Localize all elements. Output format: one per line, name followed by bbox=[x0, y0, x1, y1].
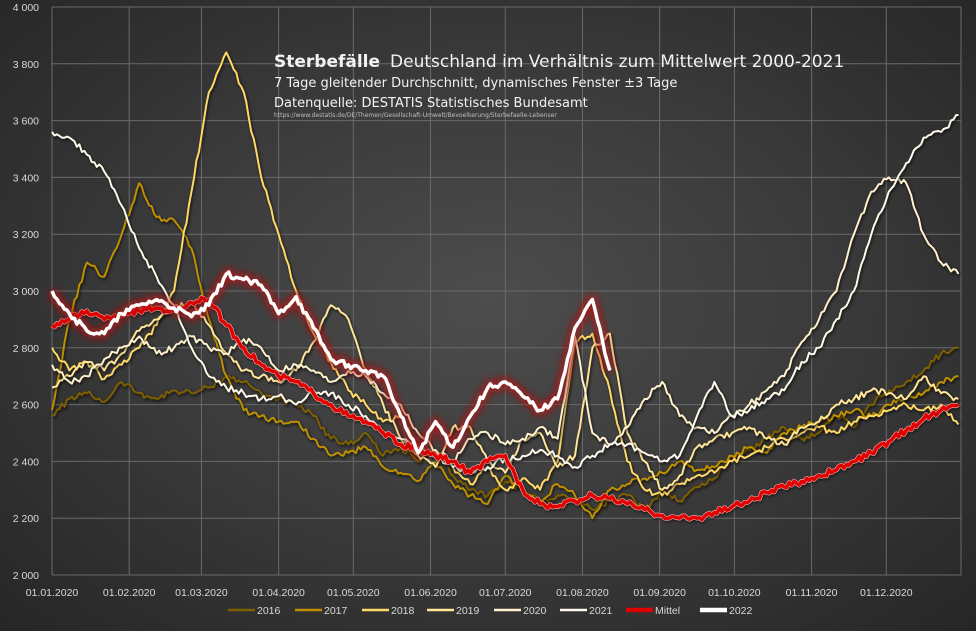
series-shadow bbox=[52, 347, 960, 514]
y-tick-label: 2 200 bbox=[13, 513, 39, 525]
chart-title: Sterbefälle Deutschland im Verhältnis zum… bbox=[274, 52, 844, 72]
legend-item-2018: 2018 bbox=[362, 605, 415, 617]
x-tick-label: 01.07.2020 bbox=[479, 587, 532, 599]
y-axis: 2 000 2 200 2 400 2 600 2 800 3 000 3 200 3 400… bbox=[13, 2, 39, 582]
series-line bbox=[51, 346, 959, 512]
y-tick-label: 2 800 bbox=[13, 343, 39, 355]
y-tick-label: 3 200 bbox=[13, 229, 39, 241]
legend-label: 2019 bbox=[456, 605, 480, 617]
legend-label: 2020 bbox=[523, 605, 547, 617]
x-tick-label: 01.11.2020 bbox=[786, 587, 838, 599]
x-tick-label: 01.02.2020 bbox=[103, 587, 156, 599]
x-tick-label: 01.03.2020 bbox=[175, 587, 228, 599]
series-group bbox=[47, 51, 961, 524]
chart-title-bold: Sterbefälle bbox=[274, 52, 380, 72]
series-line bbox=[51, 301, 959, 491]
x-tick-label: 01.01.2020 bbox=[26, 587, 79, 599]
series-line bbox=[50, 270, 612, 455]
series-shadow bbox=[51, 52, 961, 499]
x-tick-label: 01.10.2020 bbox=[708, 587, 761, 599]
x-axis: 01.01.2020 01.02.2020 01.03.2020 01.04.2020… bbox=[26, 587, 913, 599]
x-tick-label: 01.09.2020 bbox=[633, 587, 686, 599]
legend-label: 2021 bbox=[589, 605, 613, 617]
x-tick-label: 01.05.2020 bbox=[327, 587, 380, 599]
legend-item-2017: 2017 bbox=[295, 605, 348, 617]
legend-item-2016: 2016 bbox=[228, 605, 281, 617]
y-tick-label: 3 600 bbox=[13, 116, 39, 128]
series-2020 bbox=[51, 176, 961, 465]
chart-title-block: Sterbefälle Deutschland im Verhältnis zum… bbox=[274, 52, 844, 119]
legend-item-2019: 2019 bbox=[427, 605, 480, 617]
chart-subtitle: 7 Tage gleitender Durchschnitt, dynamisc… bbox=[274, 76, 677, 91]
chart-source-url: https://www.destatis.de/DE/Themen/Gesell… bbox=[274, 112, 557, 119]
y-tick-label: 4 000 bbox=[13, 2, 39, 14]
x-tick-label: 01.08.2020 bbox=[556, 587, 609, 599]
legend-item-2020: 2020 bbox=[494, 605, 547, 617]
legend-item-2021: 2021 bbox=[560, 605, 613, 617]
series-glow bbox=[47, 267, 615, 458]
series-line bbox=[50, 295, 960, 522]
y-tick-label: 2 600 bbox=[13, 400, 39, 412]
legend-label: 2016 bbox=[257, 605, 281, 617]
y-tick-label: 2 400 bbox=[13, 456, 39, 468]
x-tick-label: 01.12.2020 bbox=[860, 587, 913, 599]
x-tick-label: 01.04.2020 bbox=[252, 587, 305, 599]
legend-label: 2018 bbox=[391, 605, 415, 617]
y-tick-label: 3 000 bbox=[13, 286, 39, 298]
y-tick-label: 2 000 bbox=[13, 570, 39, 582]
legend-label: 2017 bbox=[324, 605, 348, 617]
legend: 2016 2017 2018 2019 2020 2021 Mittel 2022 bbox=[228, 605, 753, 617]
series-line bbox=[51, 176, 960, 463]
series-2016 bbox=[51, 346, 960, 514]
y-tick-label: 3 400 bbox=[13, 172, 39, 184]
series-2019 bbox=[51, 301, 961, 494]
series-shadow bbox=[51, 296, 961, 524]
series-2022 bbox=[47, 267, 615, 458]
legend-item-mittel: Mittel bbox=[626, 605, 680, 617]
legend-label: Mittel bbox=[655, 605, 680, 617]
y-tick-label: 3 800 bbox=[13, 59, 39, 71]
chart-source: Datenquelle: DESTATIS Statistisches Bund… bbox=[274, 96, 588, 111]
legend-label: 2022 bbox=[729, 605, 753, 617]
x-tick-label: 01.06.2020 bbox=[404, 587, 457, 599]
chart-title-rest: Deutschland im Verhältnis zum Mittelwert… bbox=[390, 52, 844, 72]
legend-item-2022: 2022 bbox=[700, 605, 753, 617]
